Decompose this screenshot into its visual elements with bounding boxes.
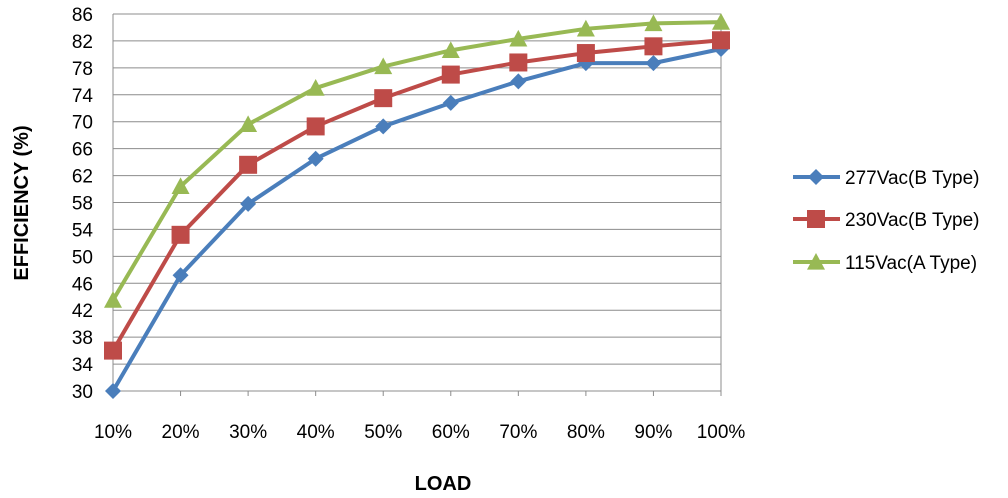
x-tick-label: 100% <box>697 422 746 443</box>
x-tick-label: 60% <box>432 422 470 443</box>
data-point <box>441 65 460 84</box>
legend-label: 277Vac(B Type) <box>845 168 979 189</box>
legend-marker <box>807 210 825 228</box>
legend-item: 115Vac(A Type) <box>793 253 977 274</box>
y-tick-label: 30 <box>72 382 93 403</box>
x-tick-label: 80% <box>567 422 605 443</box>
data-point <box>306 79 325 96</box>
data-point <box>645 55 662 72</box>
data-point <box>509 29 528 47</box>
data-point <box>172 267 189 284</box>
data-point <box>374 57 393 75</box>
data-point <box>105 383 121 399</box>
y-tick-label: 86 <box>72 5 93 26</box>
data-point <box>171 177 190 194</box>
legend-label: 230Vac(B Type) <box>845 210 979 231</box>
x-tick-label: 20% <box>162 422 200 443</box>
data-point <box>644 14 663 32</box>
data-point <box>306 117 325 136</box>
x-tick-label: 70% <box>499 422 537 443</box>
series-line <box>111 47 722 393</box>
legend-marker <box>808 169 824 185</box>
y-tick-label: 74 <box>72 86 94 107</box>
data-point <box>171 225 190 244</box>
y-tick-label: 42 <box>72 301 93 322</box>
legend-label: 115Vac(A Type) <box>845 253 977 274</box>
data-point <box>576 44 595 63</box>
series-line <box>111 20 722 302</box>
y-tick-label: 34 <box>72 355 94 376</box>
y-tick-label: 66 <box>72 140 93 161</box>
data-point <box>442 94 459 111</box>
y-tick-label: 82 <box>72 32 93 53</box>
data-point <box>104 341 122 360</box>
legend-marker <box>807 253 825 270</box>
x-tick-labels: 10% 20% 30% 40% 50% 60% 70% 80% 90% 100% <box>94 422 745 443</box>
y-tick-labels: 30 34 38 42 46 50 54 58 62 66 70 74 78 82 86 <box>72 5 94 403</box>
x-tick-label: 50% <box>364 422 402 443</box>
y-tick-label: 78 <box>72 59 93 80</box>
data-point <box>712 31 730 50</box>
data-point <box>510 73 527 90</box>
data-point <box>576 19 595 37</box>
data-point <box>644 37 663 56</box>
legend-item: 230Vac(B Type) <box>793 210 979 231</box>
y-axis-title: EFFICIENCY (%) <box>11 125 33 280</box>
y-tick-label: 54 <box>72 220 94 241</box>
y-tick-label: 38 <box>72 328 93 349</box>
x-axis-title: LOAD <box>415 473 472 495</box>
series-group <box>104 13 730 399</box>
data-point <box>375 118 392 135</box>
x-tick-label: 40% <box>297 422 335 443</box>
data-point <box>712 13 730 30</box>
y-tick-label: 46 <box>72 274 93 295</box>
legend: 277Vac(B Type) 230Vac(B Type) 115Vac(A Typ… <box>793 168 979 274</box>
y-tick-label: 70 <box>72 113 93 134</box>
data-point <box>240 195 257 212</box>
data-point <box>509 53 528 72</box>
y-tick-label: 62 <box>72 167 93 188</box>
y-tick-label: 58 <box>72 194 93 215</box>
data-point <box>239 115 258 133</box>
data-point <box>307 150 324 167</box>
x-tick-label: 10% <box>94 422 132 443</box>
x-tick-label: 90% <box>634 422 672 443</box>
data-point <box>239 155 258 174</box>
series-3 <box>104 13 730 308</box>
data-point <box>104 291 122 308</box>
legend-item: 277Vac(B Type) <box>793 168 979 189</box>
data-point <box>374 89 393 108</box>
series-line <box>111 38 722 352</box>
x-tick-label: 30% <box>229 422 267 443</box>
y-tick-label: 50 <box>72 247 93 268</box>
data-point <box>441 41 460 59</box>
series-2 <box>104 31 730 360</box>
